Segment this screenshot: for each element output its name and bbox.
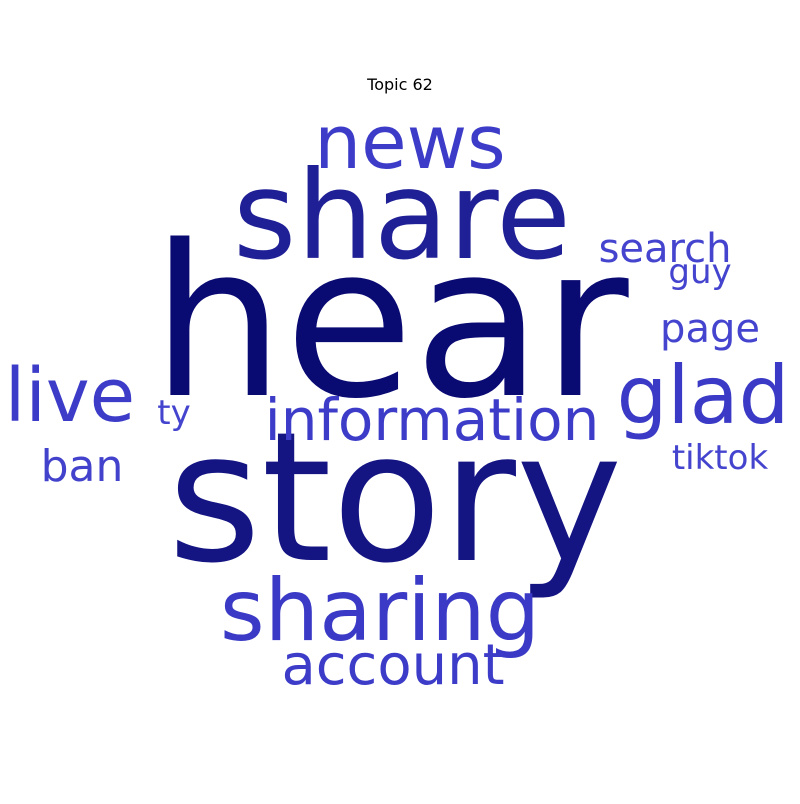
word-ban: ban: [41, 441, 124, 492]
word-glad: glad: [617, 349, 790, 442]
word-live: live: [5, 353, 135, 439]
word-story: story: [167, 394, 622, 603]
word-share: share: [233, 145, 571, 287]
word-news: news: [314, 100, 506, 186]
word-account: account: [281, 633, 504, 698]
word-hear: hear: [151, 200, 629, 445]
word-ty: ty: [157, 393, 190, 433]
word-sharing: sharing: [220, 561, 540, 661]
chart-title: Topic 62: [367, 75, 433, 94]
word-guy: guy: [668, 252, 731, 292]
word-information: information: [265, 386, 600, 454]
word-tiktok: tiktok: [672, 438, 769, 478]
word-search: search: [599, 226, 732, 272]
word-page: page: [660, 306, 760, 352]
